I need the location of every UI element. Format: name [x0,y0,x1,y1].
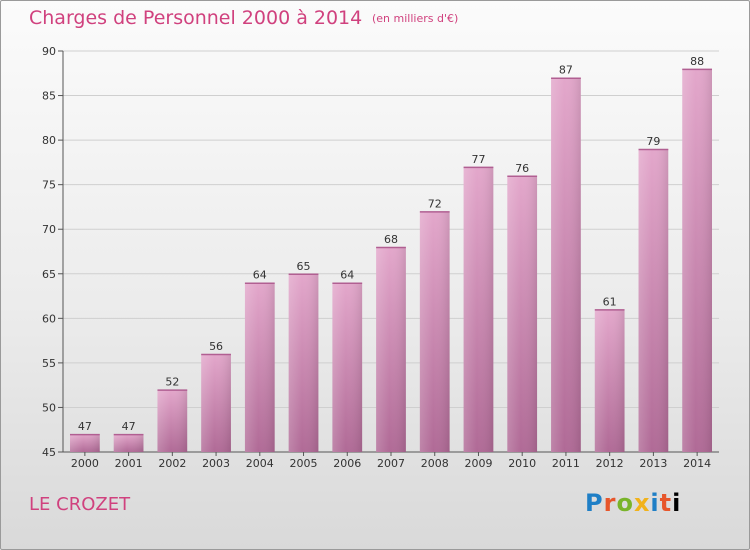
bar-shade [157,389,188,452]
bar-shade [244,282,275,452]
bar-shade [288,273,319,452]
y-tick-label: 45 [42,446,56,459]
bar-shade [332,282,363,452]
x-tick-label-2002: 2002 [158,457,186,470]
y-tick-label: 85 [42,90,56,103]
chart-subtitle: (en milliers d'€) [372,12,459,25]
bar-shade [682,68,713,453]
x-tick-label-2004: 2004 [246,457,274,470]
bar-shade [594,309,625,452]
data-label-2010: 76 [515,162,529,175]
x-tick-label-2001: 2001 [115,457,143,470]
x-tick-label-2008: 2008 [421,457,449,470]
data-label-2005: 65 [297,260,311,273]
data-label-2004: 64 [253,269,267,282]
bar-shade [201,353,231,452]
location-name: LE CROZET [29,494,131,515]
y-tick-label: 90 [42,45,56,58]
data-label-2000: 47 [78,420,92,433]
data-label-2014: 88 [690,55,704,68]
x-tick-label-2013: 2013 [639,457,667,470]
bar-shade [638,149,669,452]
bar-shade [376,247,406,452]
data-label-2006: 64 [340,269,354,282]
bar-shade [69,434,100,452]
y-tick-label: 60 [42,312,56,325]
x-tick-label-2006: 2006 [333,457,361,470]
proxiti-logo: Proxiti [585,489,682,517]
data-label-2001: 47 [122,420,136,433]
bar-shade [507,175,538,452]
y-tick-label: 50 [42,401,56,414]
data-label-2009: 77 [471,153,485,166]
chart-title: Charges de Personnel 2000 à 2014 [29,7,363,29]
data-label-2007: 68 [384,233,398,246]
data-label-2013: 79 [646,135,660,148]
bar-shade [551,77,581,452]
x-tick-label-2009: 2009 [464,457,492,470]
y-tick-label: 70 [42,223,56,236]
x-tick-label-2014: 2014 [683,457,711,470]
bar-shade [113,434,144,452]
data-label-2008: 72 [428,197,442,210]
data-label-2002: 52 [165,376,179,389]
x-tick-label-2010: 2010 [508,457,536,470]
y-tick-label: 75 [42,179,56,192]
data-label-2012: 61 [603,295,617,308]
x-tick-label-2011: 2011 [552,457,580,470]
x-tick-label-2000: 2000 [71,457,99,470]
y-tick-label: 55 [42,357,56,370]
x-tick-label-2003: 2003 [202,457,230,470]
data-label-2011: 87 [559,64,573,77]
bar-shade [463,166,494,452]
x-tick-label-2005: 2005 [290,457,318,470]
y-tick-label: 65 [42,268,56,281]
x-tick-label-2012: 2012 [596,457,624,470]
x-tick-label-2007: 2007 [377,457,405,470]
bar-shade [419,211,450,452]
y-tick-label: 80 [42,134,56,147]
data-label-2003: 56 [209,340,223,353]
